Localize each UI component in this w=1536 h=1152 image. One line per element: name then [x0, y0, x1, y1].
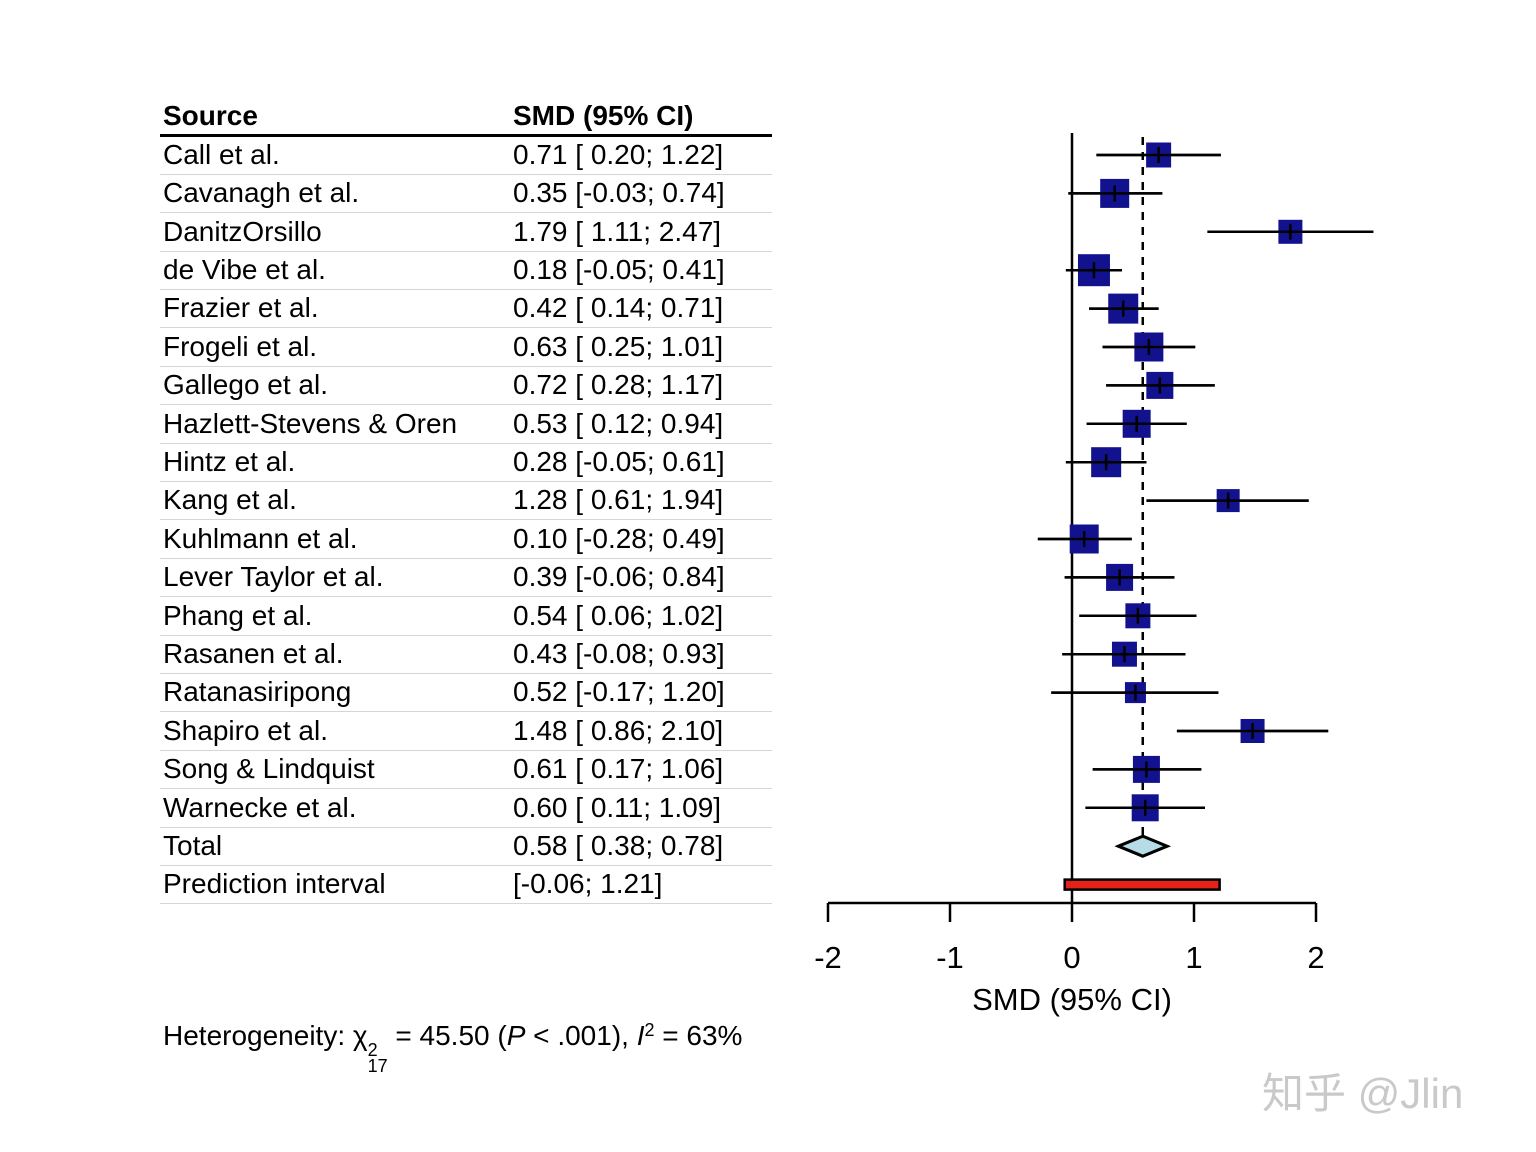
source-column-header: Source — [163, 99, 258, 131]
study-ci-value: 0.18 [-0.05; 0.41] — [513, 254, 725, 285]
x-axis-title: SMD (95% CI) — [972, 982, 1172, 1017]
x-tick-label: -1 — [936, 940, 964, 975]
study-label: Kuhlmann et al. — [163, 522, 358, 554]
table-row: Shapiro et al. 1.48 [ 0.86; 2.10] — [160, 712, 772, 751]
table-row: Warnecke et al. 0.60 [ 0.11; 1.09] — [160, 789, 772, 828]
study-ci-value: 0.10 [-0.28; 0.49] — [513, 522, 725, 554]
table-row: Song & Lindquist 0.61 [ 0.17; 1.06] — [160, 750, 772, 790]
table-row: Lever Taylor et al. 0.39 [-0.06; 0.84] — [160, 558, 772, 598]
table-row: Kang et al. 1.28 [ 0.61; 1.94] — [160, 481, 772, 521]
table-row: Rasanen et al. 0.43 [-0.08; 0.93] — [160, 635, 772, 674]
study-ci-value: 0.61 [ 0.17; 1.06] — [513, 753, 724, 785]
het-prefix: Heterogeneity: — [163, 1020, 353, 1051]
x-tick-label: 1 — [1185, 940, 1202, 975]
table-row: Hazlett-Stevens & Oren 0.53 [ 0.12; 0.94] — [160, 405, 772, 444]
study-label: Rasanen et al. — [163, 638, 344, 669]
watermark: 知乎 @Jlin — [1262, 1070, 1464, 1117]
study-label: Shapiro et al. — [163, 714, 328, 746]
table-row: Kuhlmann et al. 0.10 [-0.28; 0.49] — [160, 520, 772, 559]
table-row: DanitzOrsillo 1.79 [ 1.11; 2.47] — [160, 213, 772, 252]
study-label: Ratanasiripong — [163, 676, 352, 708]
study-ci-value: 1.28 [ 0.61; 1.94] — [513, 484, 724, 516]
study-label: de Vibe et al. — [163, 254, 326, 285]
study-ci-value: 1.79 [ 1.11; 2.47] — [513, 215, 722, 247]
study-ci-value: 0.43 [-0.08; 0.93] — [513, 638, 725, 669]
i-squared-superscript: 2 — [644, 1020, 655, 1040]
table-row: Hintz et al. 0.28 [-0.05; 0.61] — [160, 443, 772, 482]
chi-symbol: χ — [352, 1020, 368, 1051]
p-symbol: P — [506, 1020, 526, 1051]
chi-superscript: 2 — [367, 1040, 378, 1060]
study-ci-value: 0.72 [ 0.28; 1.17] — [513, 369, 724, 401]
table-row: Cavanagh et al. 0.35 [-0.03; 0.74] — [160, 174, 772, 214]
study-ci-value: 0.58 [ 0.38; 0.78] — [513, 830, 724, 861]
study-label: Frogeli et al. — [163, 330, 318, 362]
x-tick-label: 2 — [1307, 940, 1324, 975]
het-mid1: = 45.50 ( — [387, 1020, 507, 1051]
het-suffix: = 63% — [654, 1020, 743, 1051]
study-label: Hazlett-Stevens & Oren — [163, 407, 458, 439]
total-diamond — [1114, 834, 1172, 858]
study-label: Cavanagh et al. — [163, 177, 360, 209]
study-table-header: Source SMD (95% CI) — [160, 97, 772, 137]
i-squared-symbol: I — [636, 1020, 645, 1051]
chi-subscript: 17 — [367, 1056, 388, 1076]
table-row: Frogeli et al. 0.63 [ 0.25; 1.01] — [160, 328, 772, 367]
study-label: Total — [163, 830, 223, 861]
study-ci-value: 0.35 [-0.03; 0.74] — [513, 177, 725, 209]
study-label: DanitzOrsillo — [163, 215, 322, 247]
study-label: Warnecke et al. — [163, 791, 357, 823]
table-row: Gallego et al. 0.72 [ 0.28; 1.17] — [160, 366, 772, 406]
study-label: Phang et al. — [163, 599, 313, 631]
heterogeneity-note: Heterogeneity: χ 2 17 = 45.50 (P < .001), … — [163, 1020, 743, 1076]
study-ci-value: 0.60 [ 0.11; 1.09] — [513, 791, 722, 823]
study-ci-value: 0.71 [ 0.20; 1.22] — [513, 138, 724, 170]
table-row: Frazier et al. 0.42 [ 0.14; 0.71] — [160, 289, 772, 329]
het-mid2: < .001), — [525, 1020, 637, 1051]
study-ci-value: [-0.06; 1.21] — [513, 868, 663, 900]
study-label: Lever Taylor et al. — [163, 561, 384, 593]
study-label: Frazier et al. — [163, 292, 319, 324]
table-row: Total 0.58 [ 0.38; 0.78] — [160, 827, 772, 866]
study-label: Kang et al. — [163, 484, 297, 516]
study-ci-value: 0.42 [ 0.14; 0.71] — [513, 292, 724, 324]
study-label: Song & Lindquist — [163, 753, 375, 785]
study-label: Prediction interval — [163, 868, 386, 900]
table-row: de Vibe et al. 0.18 [-0.05; 0.41] — [160, 251, 772, 290]
study-ci-value: 0.54 [ 0.06; 1.02] — [513, 599, 724, 631]
study-ci-value: 0.39 [-0.06; 0.84] — [513, 561, 725, 593]
study-label: Hintz et al. — [163, 446, 296, 477]
chi-sup-sub: 2 17 — [367, 1040, 388, 1076]
prediction-interval-bar — [1063, 878, 1221, 891]
table-row: Call et al. 0.71 [ 0.20; 1.22] — [160, 136, 772, 175]
study-ci-value: 0.52 [-0.17; 1.20] — [513, 676, 725, 708]
study-ci-value: 0.28 [-0.05; 0.61] — [513, 446, 725, 477]
smd-column-header: SMD (95% CI) — [513, 99, 694, 131]
study-ci-value: 1.48 [ 0.86; 2.10] — [513, 714, 724, 746]
study-label: Gallego et al. — [163, 369, 328, 401]
x-tick-label: -2 — [814, 940, 842, 975]
study-ci-value: 0.63 [ 0.25; 1.01] — [513, 330, 724, 362]
table-row: Ratanasiripong 0.52 [-0.17; 1.20] — [160, 673, 772, 713]
table-row: Phang et al. 0.54 [ 0.06; 1.02] — [160, 597, 772, 636]
study-label: Call et al. — [163, 138, 280, 170]
table-row: Prediction interval [-0.06; 1.21] — [160, 865, 772, 905]
x-tick-label: 0 — [1063, 940, 1080, 975]
study-ci-value: 0.53 [ 0.12; 0.94] — [513, 407, 724, 439]
